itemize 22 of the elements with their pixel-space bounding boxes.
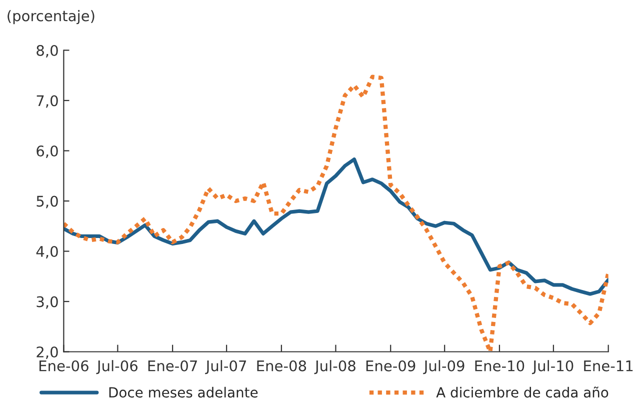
x-tick-label: Ene-10 xyxy=(475,360,524,372)
y-tick-label: 7,0 xyxy=(36,95,58,108)
line-series xyxy=(64,157,608,296)
y-tick-label: 5,0 xyxy=(36,196,58,208)
x-tick-label: Ene-07 xyxy=(148,360,197,372)
y-axis-title: (porcentaje) xyxy=(8,10,94,24)
x-tick-label: Jul-08 xyxy=(314,360,356,374)
y-tick-label: 8,0 xyxy=(36,44,58,58)
legend-label: Doce meses adelante xyxy=(109,386,258,398)
y-tick-label: 2,0 xyxy=(36,346,58,359)
y-tick-label: 3,0 xyxy=(36,296,58,309)
x-tick-label: Ene-11 xyxy=(584,360,633,372)
x-tick-label: Jul-10 xyxy=(532,360,574,374)
x-tick-label: Ene-09 xyxy=(366,360,416,372)
x-tick-label: Ene-06 xyxy=(40,360,88,372)
x-tick-label: Jul-09 xyxy=(423,360,464,374)
x-tick-label: Ene-08 xyxy=(257,360,306,372)
y-tick-label: 6,0 xyxy=(36,145,58,158)
y-tick-label: 4,0 xyxy=(36,246,58,258)
x-tick-label: Jul-06 xyxy=(96,360,138,374)
x-tick-label: Jul-07 xyxy=(205,360,246,374)
legend-label: A diciembre de cada año xyxy=(436,386,608,398)
